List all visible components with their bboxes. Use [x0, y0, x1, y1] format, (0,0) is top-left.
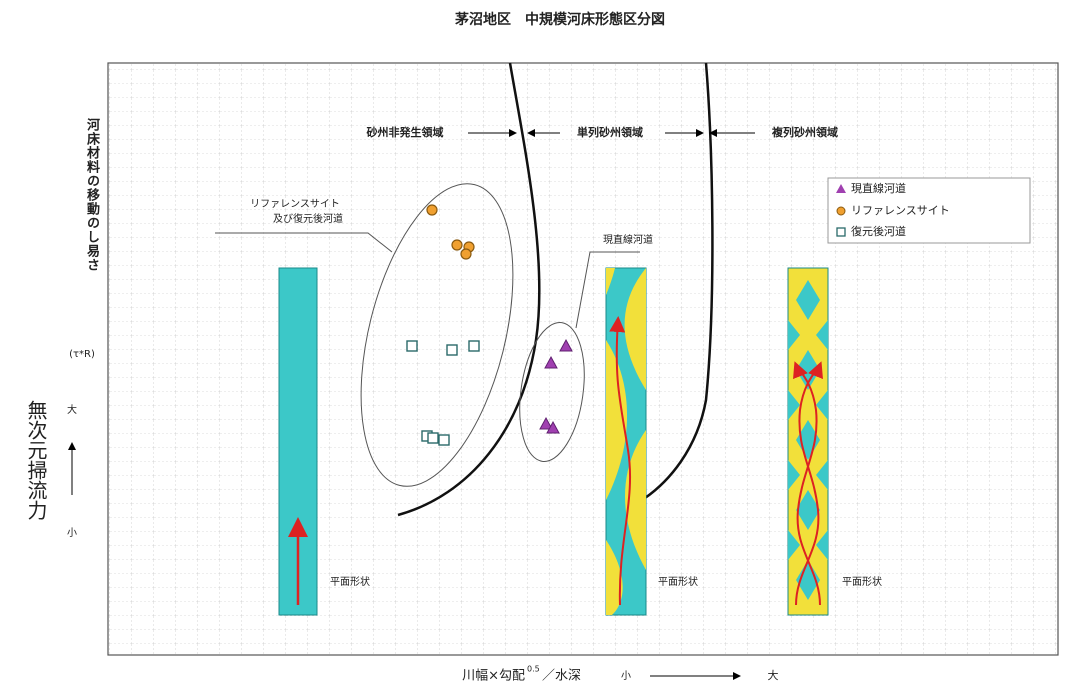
- legend-label: 現直線河道: [851, 181, 906, 195]
- boundary-line: [397, 62, 541, 517]
- boundary-line: [644, 62, 714, 500]
- x-label: 川幅×勾配: [462, 669, 525, 684]
- x-label: ／水深: [542, 669, 581, 684]
- callout-line: [575, 251, 640, 329]
- flow-arrow: [609, 316, 632, 606]
- callout-text: 現直線河道: [603, 233, 653, 246]
- restored-markers: [406, 340, 480, 446]
- x-label-exponent: 0.5: [527, 665, 540, 674]
- reference-markers: [426, 204, 475, 260]
- legend-marker: [836, 206, 846, 216]
- group-ellipse: [360, 183, 514, 487]
- callout-text: リファレンスサイト: [250, 198, 340, 210]
- x-high: 大: [768, 668, 779, 682]
- panel-label: 平面形状: [842, 575, 882, 588]
- y-low: 小: [67, 527, 77, 539]
- region-label: 単列砂州領域: [577, 125, 643, 139]
- legend-label: リファレンスサイト: [851, 204, 950, 217]
- callout-line: [215, 232, 393, 253]
- region-label: 砂州非発生領域: [367, 125, 444, 139]
- legend-marker: [836, 184, 846, 193]
- x-low: 小: [621, 670, 631, 682]
- panel-label: 平面形状: [658, 575, 698, 588]
- legend-marker: [836, 227, 846, 237]
- region-label: 複列砂州領域: [771, 125, 838, 139]
- legend-label: 復元後河道: [851, 224, 906, 238]
- straight-markers: [539, 338, 573, 434]
- bar-pattern: [788, 280, 828, 600]
- y-high: 大: [67, 403, 77, 416]
- y-label: 河床材料の移動のし易さ: [84, 118, 99, 272]
- y-symbol: (τ*R): [69, 349, 95, 360]
- flow-arrow: [793, 361, 821, 606]
- title: 茅沼地区 中規模河床形態区分図: [455, 11, 665, 28]
- callout-text: 及び復元後河道: [273, 212, 343, 225]
- panel-label: 平面形状: [330, 575, 370, 588]
- group-ellipse: [519, 322, 585, 462]
- legend-box: [827, 177, 1031, 244]
- y-outer-label: 無次元掃流力: [24, 400, 48, 520]
